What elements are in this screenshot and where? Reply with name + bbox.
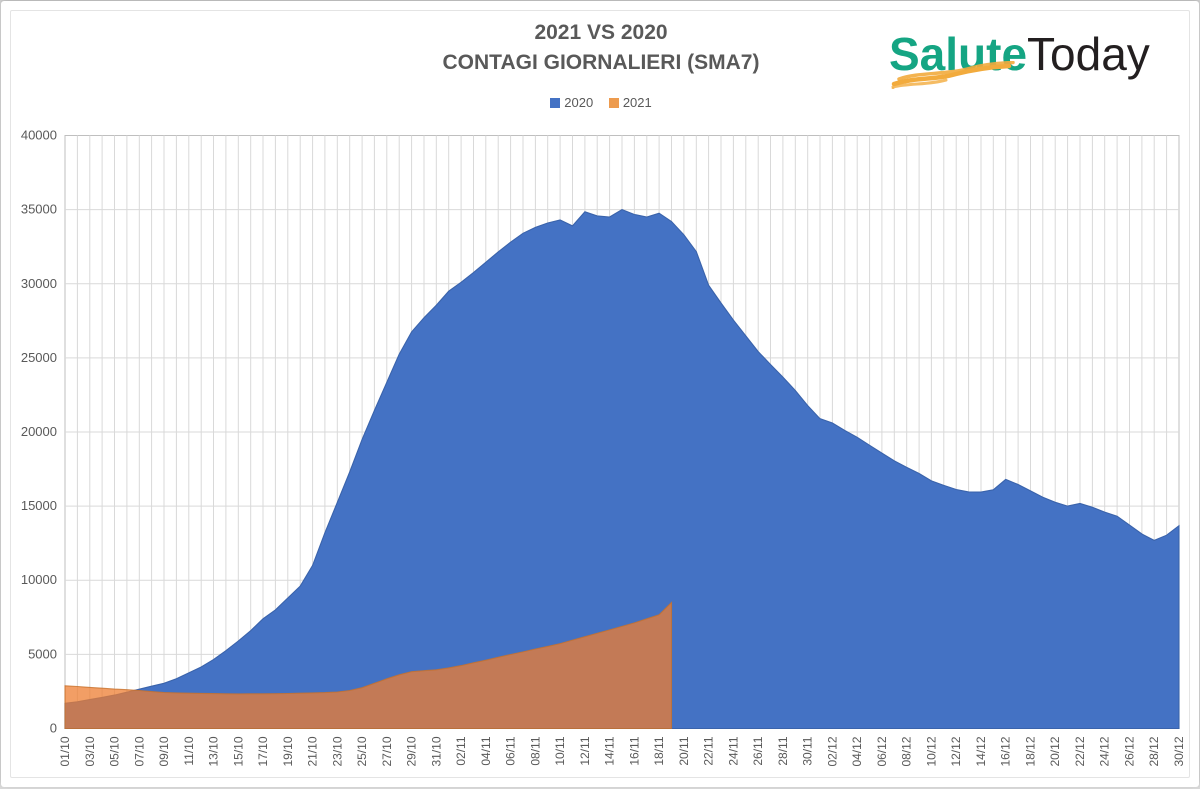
svg-text:12/12: 12/12: [949, 736, 963, 766]
svg-text:04/12: 04/12: [850, 736, 864, 766]
svg-text:30/12: 30/12: [1172, 736, 1186, 766]
svg-text:13/10: 13/10: [207, 736, 221, 766]
svg-text:07/10: 07/10: [132, 736, 146, 766]
svg-text:20000: 20000: [21, 424, 57, 439]
svg-text:23/10: 23/10: [330, 736, 344, 766]
svg-text:06/11: 06/11: [504, 736, 518, 765]
svg-text:17/10: 17/10: [256, 736, 270, 766]
svg-text:0: 0: [50, 721, 57, 736]
svg-text:01/10: 01/10: [58, 736, 72, 766]
svg-text:02/11: 02/11: [454, 736, 468, 765]
svg-text:24/12: 24/12: [1098, 736, 1112, 766]
svg-text:22/12: 22/12: [1073, 736, 1087, 766]
svg-text:16/11: 16/11: [627, 736, 641, 765]
svg-text:04/11: 04/11: [479, 736, 493, 765]
svg-text:10000: 10000: [21, 572, 57, 587]
svg-text:09/10: 09/10: [157, 736, 171, 766]
svg-text:08/11: 08/11: [528, 736, 542, 765]
svg-text:30000: 30000: [21, 276, 57, 291]
svg-text:22/11: 22/11: [702, 736, 716, 765]
svg-text:24/11: 24/11: [726, 736, 740, 765]
svg-text:10/11: 10/11: [553, 736, 567, 765]
svg-text:16/12: 16/12: [999, 736, 1013, 766]
svg-text:28/12: 28/12: [1147, 736, 1161, 766]
svg-text:11/10: 11/10: [182, 736, 196, 765]
svg-text:02/12: 02/12: [825, 736, 839, 766]
svg-text:12/11: 12/11: [578, 736, 592, 765]
svg-text:20/11: 20/11: [677, 736, 691, 765]
svg-text:18/11: 18/11: [652, 736, 666, 765]
svg-text:08/12: 08/12: [900, 736, 914, 766]
svg-text:28/11: 28/11: [776, 736, 790, 765]
svg-text:14/12: 14/12: [974, 736, 988, 766]
svg-text:26/12: 26/12: [1123, 736, 1137, 766]
svg-text:03/10: 03/10: [83, 736, 97, 766]
svg-text:25000: 25000: [21, 350, 57, 365]
svg-text:18/12: 18/12: [1024, 736, 1038, 766]
svg-text:20/12: 20/12: [1048, 736, 1062, 766]
svg-text:19/10: 19/10: [281, 736, 295, 766]
svg-text:21/10: 21/10: [306, 736, 320, 766]
svg-text:14/11: 14/11: [603, 736, 617, 765]
svg-text:40000: 40000: [21, 128, 57, 143]
svg-text:5000: 5000: [28, 646, 57, 661]
svg-text:29/10: 29/10: [405, 736, 419, 766]
svg-text:26/11: 26/11: [751, 736, 765, 765]
svg-text:10/12: 10/12: [924, 736, 938, 766]
svg-text:35000: 35000: [21, 202, 57, 217]
svg-text:27/10: 27/10: [380, 736, 394, 766]
svg-text:06/12: 06/12: [875, 736, 889, 766]
svg-text:05/10: 05/10: [108, 736, 122, 766]
svg-text:15000: 15000: [21, 498, 57, 513]
svg-text:30/11: 30/11: [801, 736, 815, 765]
svg-text:25/10: 25/10: [355, 736, 369, 766]
svg-text:15/10: 15/10: [231, 736, 245, 766]
svg-text:31/10: 31/10: [429, 736, 443, 766]
